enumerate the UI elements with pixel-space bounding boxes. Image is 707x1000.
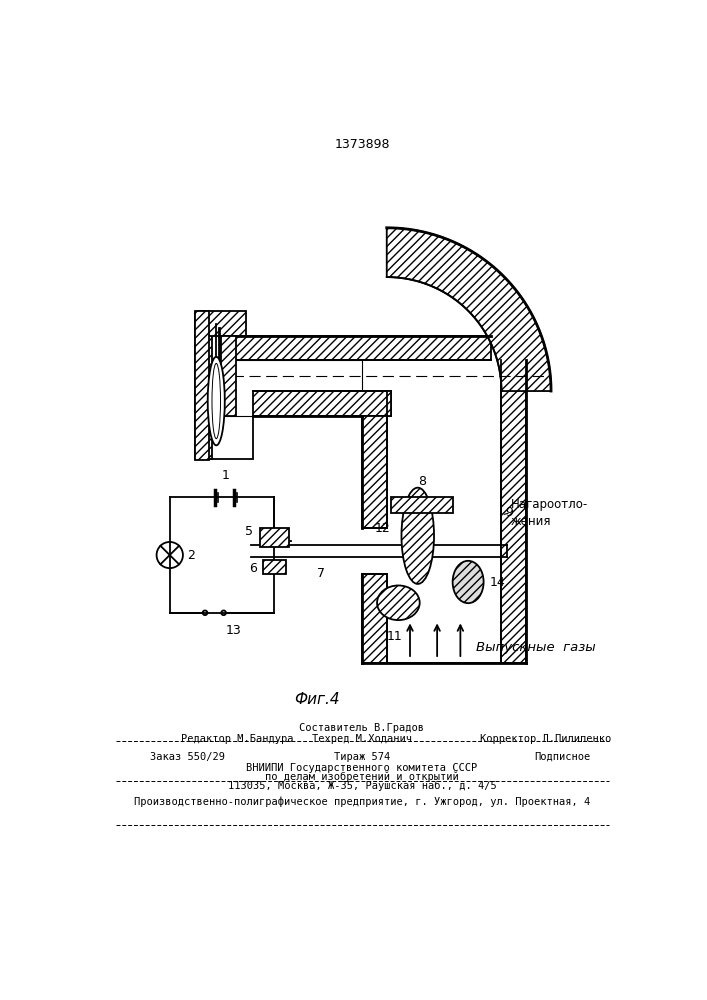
Text: Выпускные  газы: Выпускные газы	[476, 641, 595, 654]
Text: Редактор М.Бандура: Редактор М.Бандура	[182, 734, 294, 744]
Ellipse shape	[208, 357, 225, 445]
Polygon shape	[221, 336, 236, 416]
Text: 5: 5	[245, 525, 253, 538]
Polygon shape	[263, 560, 286, 574]
Polygon shape	[387, 228, 551, 391]
Polygon shape	[501, 360, 526, 663]
Text: Заказ 550/29: Заказ 550/29	[151, 752, 226, 762]
Polygon shape	[259, 528, 289, 547]
Text: 1: 1	[222, 469, 230, 482]
Ellipse shape	[452, 561, 484, 603]
Polygon shape	[224, 360, 362, 416]
Text: 7: 7	[317, 567, 325, 580]
Ellipse shape	[402, 488, 434, 584]
Polygon shape	[194, 311, 209, 460]
Text: 13: 13	[226, 624, 242, 637]
Polygon shape	[199, 311, 246, 336]
Text: 11: 11	[387, 630, 402, 643]
Text: Фиг.4: Фиг.4	[294, 692, 340, 707]
Text: Нагароотло-
жения: Нагароотло- жения	[510, 498, 588, 528]
Text: по делам изобретений и открытий: по делам изобретений и открытий	[265, 772, 459, 782]
Text: 14: 14	[490, 576, 506, 588]
Polygon shape	[194, 312, 253, 459]
Ellipse shape	[377, 585, 420, 620]
Text: Составитель В.Градов: Составитель В.Градов	[300, 723, 424, 733]
Text: Техред М.Ходанич: Техред М.Ходанич	[312, 734, 412, 744]
Text: 1373898: 1373898	[334, 138, 390, 151]
Polygon shape	[199, 328, 212, 459]
Polygon shape	[362, 416, 387, 528]
Text: 9: 9	[506, 506, 513, 519]
Polygon shape	[391, 497, 452, 513]
Text: 8: 8	[418, 475, 426, 488]
Text: 113035, Москва, Ж-35, Раушская наб., д. 4/5: 113035, Москва, Ж-35, Раушская наб., д. …	[228, 781, 496, 791]
Text: 12: 12	[375, 522, 391, 535]
Polygon shape	[387, 391, 391, 416]
Text: 6: 6	[249, 562, 257, 575]
Text: Тираж 574: Тираж 574	[334, 752, 390, 762]
Polygon shape	[362, 574, 387, 663]
Text: Подписное: Подписное	[534, 752, 590, 762]
Text: ВНИИПИ Государственного комитета СССР: ВНИИПИ Государственного комитета СССР	[246, 763, 477, 773]
Text: Производственно-полиграфическое предприятие, г. Ужгород, ул. Проектная, 4: Производственно-полиграфическое предприя…	[134, 796, 590, 807]
Polygon shape	[223, 336, 491, 360]
Text: Корректор Л.Пилипенко: Корректор Л.Пилипенко	[480, 734, 612, 744]
Polygon shape	[253, 391, 391, 416]
Text: 2: 2	[187, 549, 194, 562]
Ellipse shape	[212, 363, 221, 439]
